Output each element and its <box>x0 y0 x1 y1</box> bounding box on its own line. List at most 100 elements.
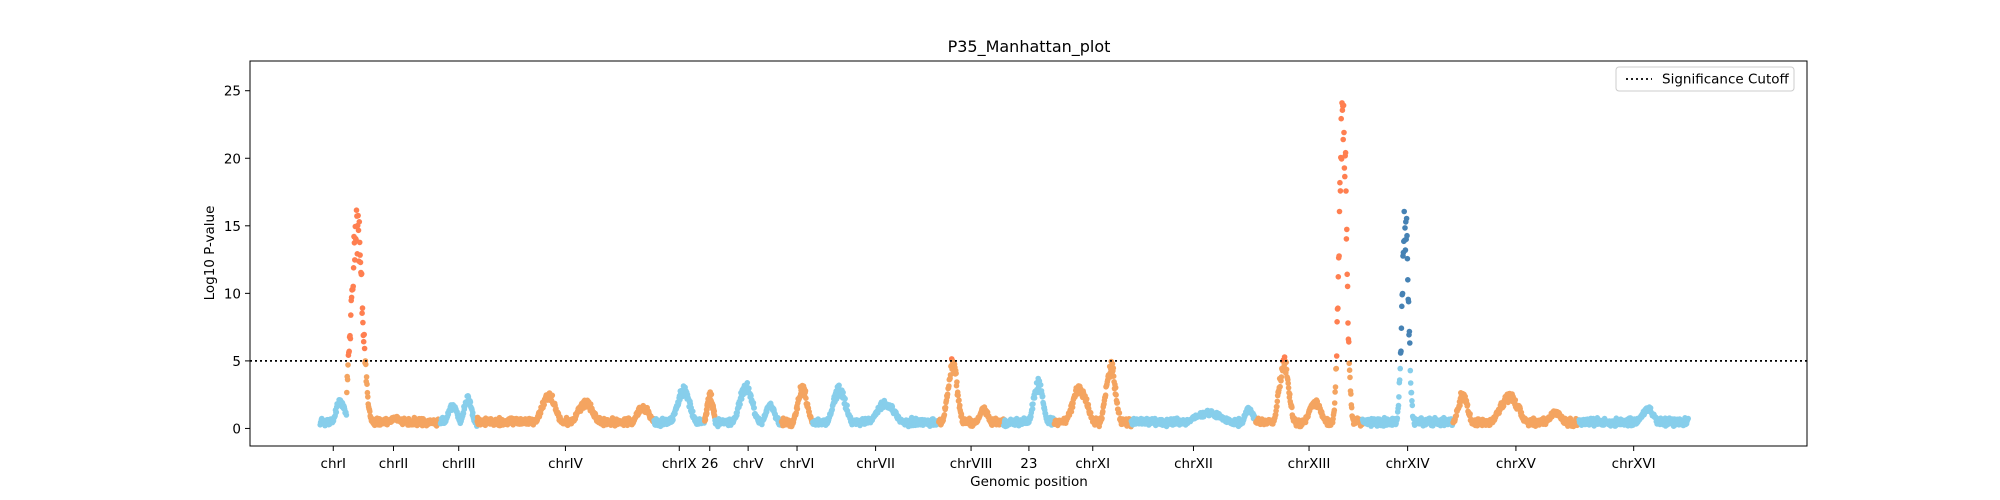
data-point-chrVIII <box>956 397 962 404</box>
data-point-chrII <box>355 212 361 219</box>
x-tick-label-26: 26 <box>701 456 718 472</box>
data-point-23 <box>1037 382 1044 388</box>
x-axis-label: Genomic position <box>970 474 1088 490</box>
y-tick-label: 0 <box>232 421 241 437</box>
data-point-chrXIII <box>1337 188 1344 194</box>
data-point-chrXVI <box>1685 415 1691 422</box>
x-tick-label-chrXIV: chrXIV <box>1386 456 1431 472</box>
data-point-chrXI <box>1099 415 1105 422</box>
data-point-chrXI <box>1116 410 1123 416</box>
data-point-chrV <box>744 380 751 386</box>
data-point-chrIV <box>549 392 556 399</box>
data-point-26 <box>711 408 717 414</box>
data-point-chrXIII <box>1340 102 1347 109</box>
x-tick-label-chrV: chrV <box>733 456 765 472</box>
data-point-23 <box>1030 401 1036 407</box>
data-point-chrII <box>345 362 351 368</box>
data-point-chrXIII <box>1335 274 1342 280</box>
data-point-chrIV <box>587 401 594 407</box>
data-point-chrVIII <box>946 383 952 389</box>
data-point-chrXIII <box>1342 173 1348 180</box>
chart-title: P35_Manhattan_plot <box>948 37 1111 57</box>
x-tick-label-chrXI: chrXI <box>1075 456 1110 472</box>
data-point-chrII <box>350 265 357 271</box>
data-point-chrXIV <box>1405 298 1412 305</box>
data-point-chrII <box>344 376 351 383</box>
data-point-chrXIII <box>1283 366 1290 373</box>
data-point-chrII <box>364 389 371 396</box>
data-point-chrXIII <box>1285 385 1292 391</box>
x-tick-label-chrVIII: chrVIII <box>950 456 993 472</box>
data-point-chrVIII <box>955 392 961 399</box>
x-tick-label-chrVII: chrVII <box>856 456 895 472</box>
data-point-chrXV <box>1467 411 1473 417</box>
data-point-chrII <box>358 271 365 277</box>
data-point-chrXIV <box>1397 365 1403 372</box>
data-point-26 <box>702 417 709 423</box>
data-point-chrXIII <box>1344 271 1350 278</box>
data-point-chrXIII <box>1346 367 1353 374</box>
data-point-chrXIV <box>1402 247 1409 253</box>
data-point-chrII <box>356 239 363 246</box>
data-point-chrVII <box>840 389 846 396</box>
x-tick-label-chrIV: chrIV <box>548 456 584 472</box>
x-tick-label-chrIII: chrIII <box>442 456 475 472</box>
data-point-chrXIV <box>1396 394 1402 400</box>
data-point-chrXIV <box>1405 277 1411 283</box>
data-point-chrXIV <box>1404 255 1411 262</box>
x-tick-label-chrXV: chrXV <box>1496 456 1537 472</box>
data-point-chrII <box>359 305 366 311</box>
data-point-chrXIII <box>1340 136 1346 143</box>
data-point-chrXIV <box>1399 303 1405 310</box>
data-point-chrXIII <box>1348 391 1354 397</box>
data-point-23 <box>1029 406 1036 412</box>
data-point-chrXIII <box>1338 115 1344 122</box>
x-tick-label-chrII: chrII <box>379 456 409 472</box>
data-point-chrXIII <box>1344 226 1350 233</box>
data-point-chrXIII <box>1337 179 1343 186</box>
data-point-chrII <box>359 310 365 317</box>
legend-box <box>1615 66 1795 92</box>
data-point-chrII <box>344 389 350 396</box>
data-point-chrII <box>360 319 366 326</box>
x-tick-label-chrI: chrI <box>321 456 347 472</box>
data-point-chrXI <box>1113 392 1119 398</box>
data-point-chrXIII <box>1341 129 1347 136</box>
data-point-chrXVI <box>1647 405 1654 411</box>
data-point-chrXIV <box>1394 415 1401 422</box>
data-point-chrXI <box>1109 361 1116 367</box>
x-tick-label-chrVI: chrVI <box>780 456 815 472</box>
data-point-chrII <box>367 408 373 415</box>
data-point-chrV <box>750 400 757 406</box>
data-point-chrXI <box>1087 409 1094 416</box>
data-point-23 <box>1039 393 1046 400</box>
data-point-chrII <box>353 207 360 213</box>
data-point-chrIX <box>670 417 676 423</box>
data-point-chrXI <box>1083 396 1090 402</box>
legend-label-significance-cutoff: Significance Cutoff <box>1662 72 1790 88</box>
y-tick-label: 25 <box>224 84 241 100</box>
data-point-chrXIII <box>1274 398 1281 405</box>
data-point-chrVIII <box>941 412 948 418</box>
data-point-chrII <box>360 338 367 345</box>
data-point-chrV <box>746 385 752 392</box>
data-point-chrII <box>357 252 363 258</box>
data-point-chrXIII <box>1283 359 1289 366</box>
y-axis-label: Log10 P-value <box>202 206 218 301</box>
data-point-chrXIII <box>1274 403 1280 410</box>
data-point-chrXIV <box>1408 389 1415 396</box>
data-point-chrXIV <box>1399 290 1406 297</box>
data-point-chrXIV <box>1409 402 1416 409</box>
data-point-chrII <box>365 394 371 400</box>
data-point-chrVI <box>794 406 801 412</box>
data-point-chrXIII <box>1332 389 1338 395</box>
y-tick-label: 20 <box>224 151 241 167</box>
data-point-chrVII <box>836 382 842 389</box>
data-point-chrII <box>350 283 357 290</box>
data-point-chrXIII <box>1343 188 1349 194</box>
data-point-chrII <box>357 259 364 266</box>
data-point-chrXI <box>1100 408 1106 415</box>
legend: Significance Cutoff <box>1615 66 1795 92</box>
data-point-chrVI <box>802 388 809 394</box>
